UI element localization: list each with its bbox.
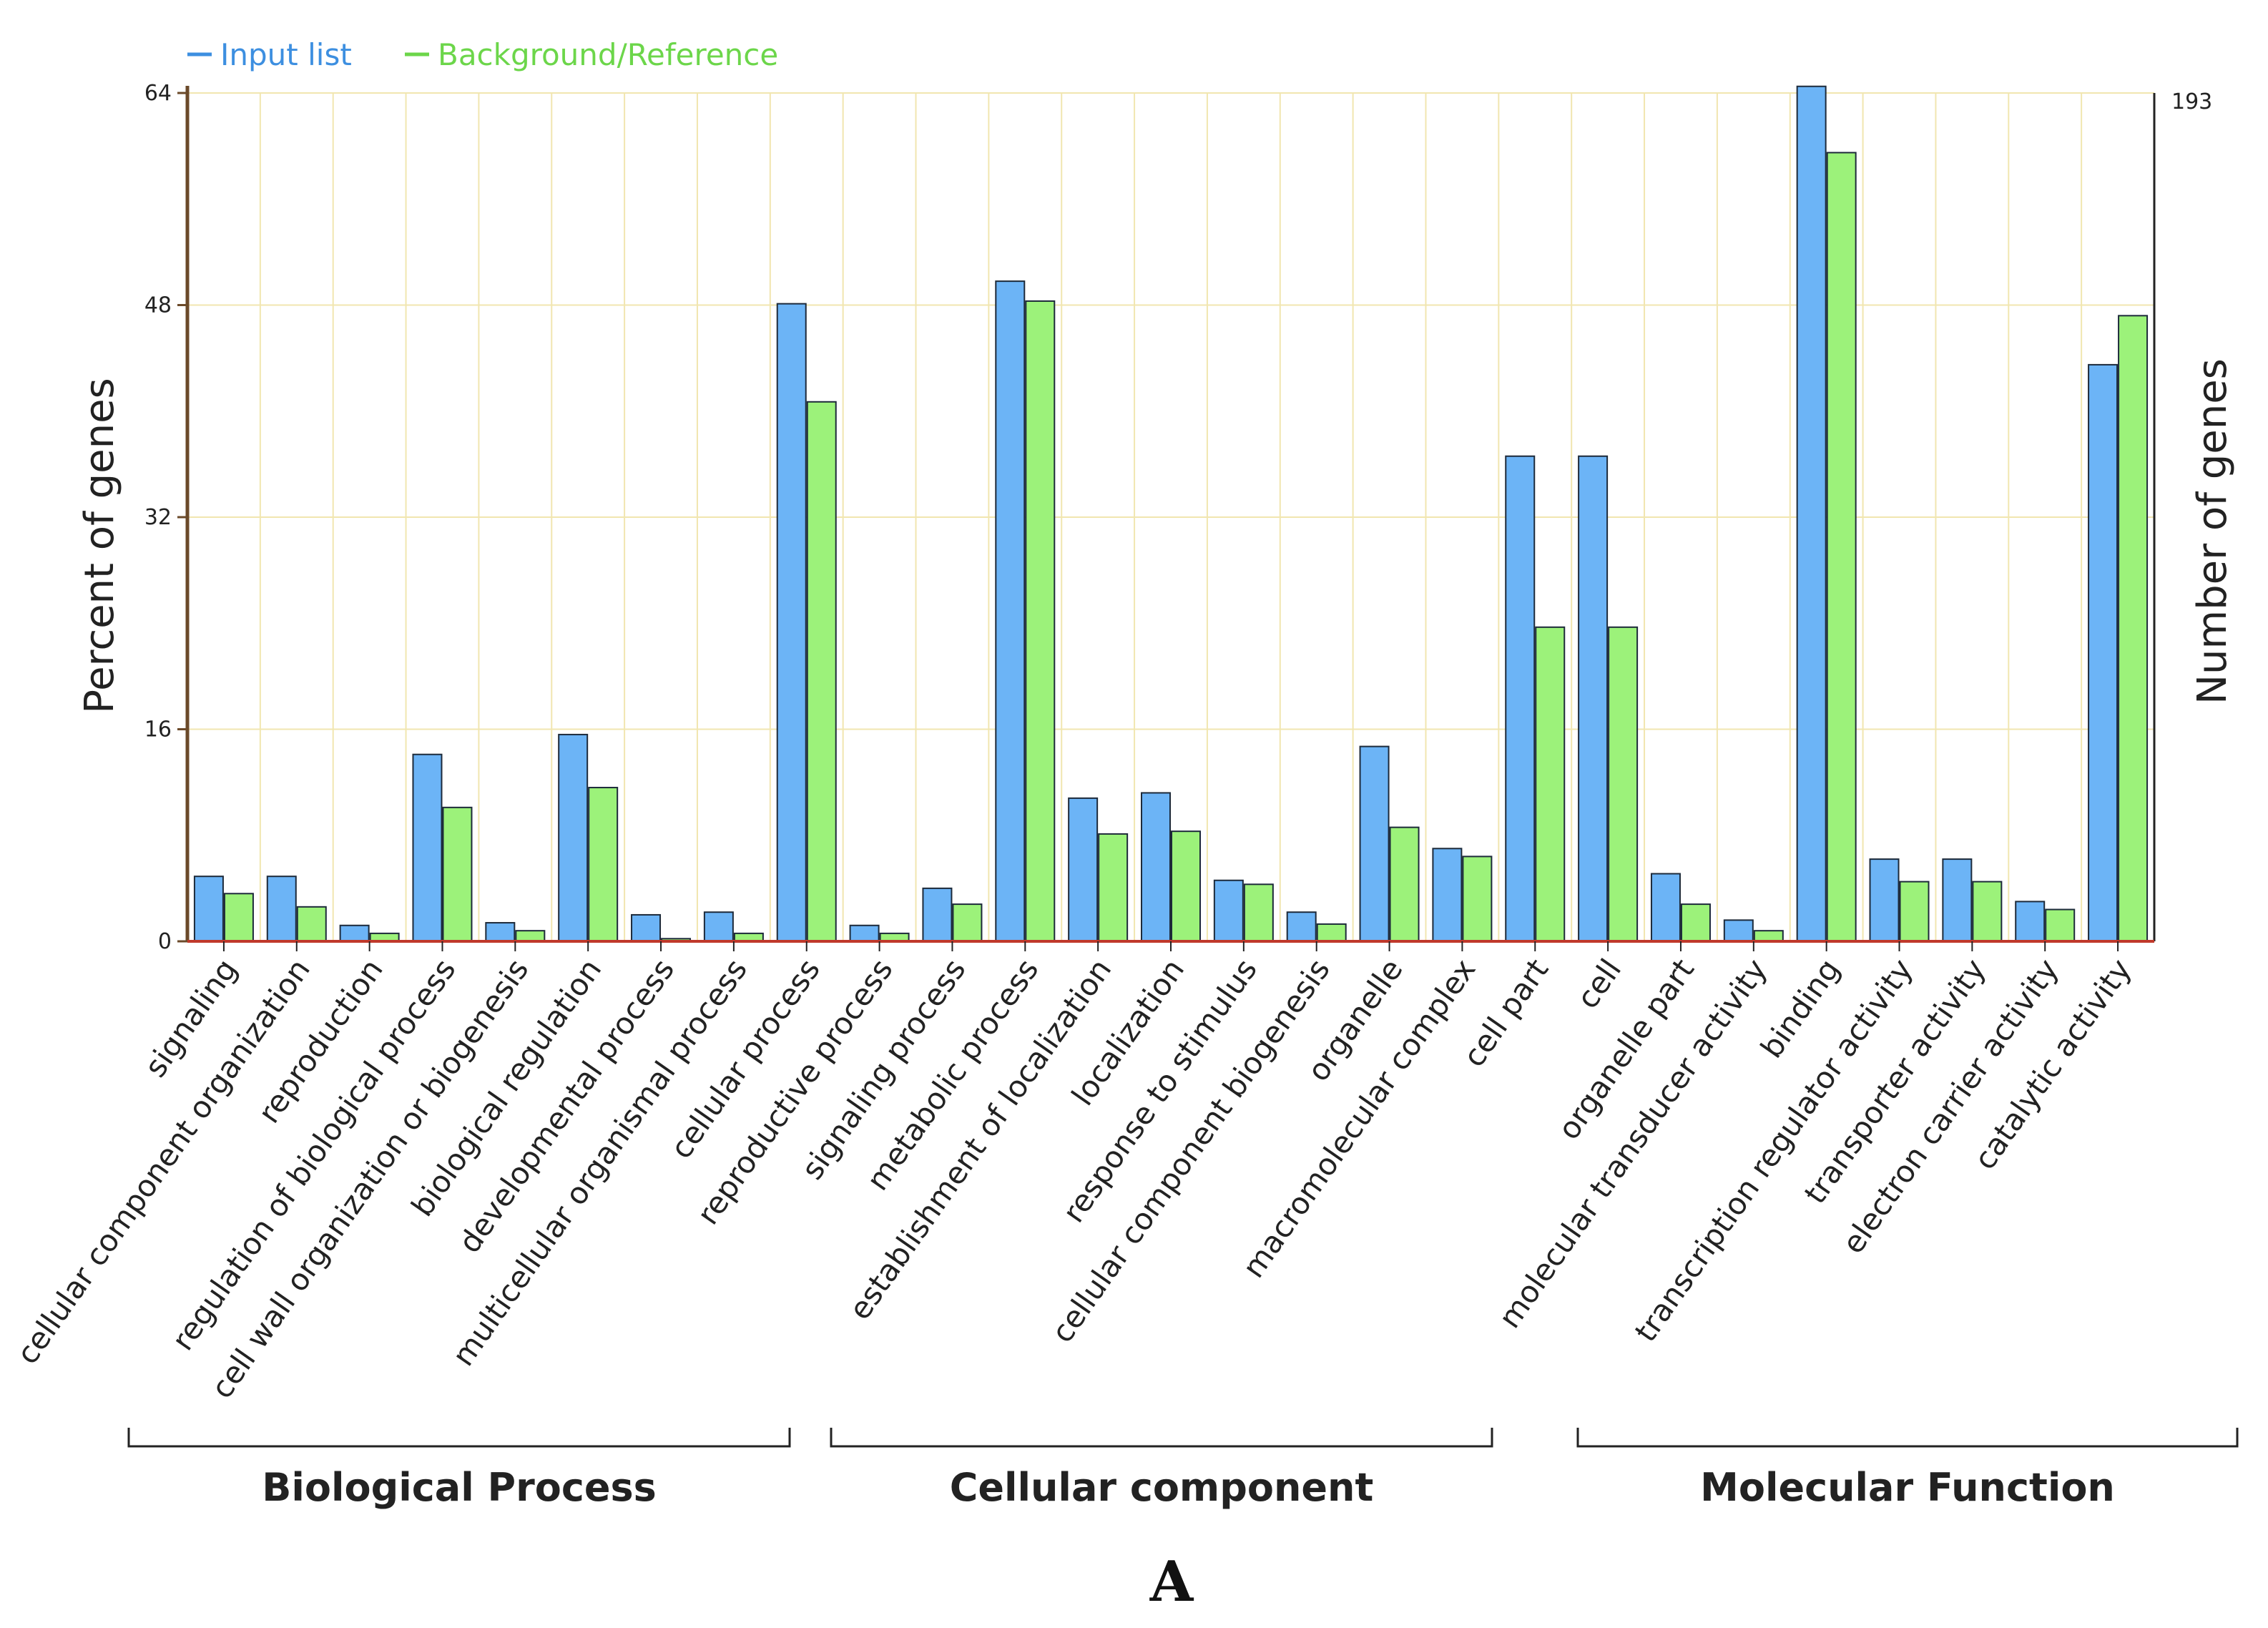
- bar-reference-0: [223, 893, 254, 942]
- bar-reference-17: [1462, 855, 1493, 943]
- y-tick-label: 48: [144, 293, 172, 318]
- y-axis-title: Percent of genes: [77, 378, 123, 713]
- legend-label-1: Background/Reference: [438, 37, 778, 72]
- bar-input-16: [1359, 745, 1390, 942]
- y2-top-label: 193: [2171, 89, 2212, 114]
- bar-input-17: [1432, 848, 1463, 942]
- bar-reference-23: [1899, 881, 1930, 942]
- bar-reference-5: [588, 787, 619, 942]
- bar-input-8: [776, 303, 807, 943]
- bar-input-14: [1213, 879, 1244, 942]
- category-label-19: cell: [1570, 953, 1629, 1015]
- bar-reference-22: [1826, 152, 1857, 942]
- bar-input-1: [266, 876, 297, 943]
- bar-input-11: [995, 280, 1026, 942]
- bar-input-20: [1650, 873, 1681, 942]
- y-tick-label: 0: [158, 929, 172, 954]
- bar-reference-14: [1243, 883, 1274, 943]
- bar-reference-4: [515, 930, 546, 943]
- bar-input-22: [1796, 85, 1827, 942]
- bar-input-19: [1578, 455, 1609, 942]
- bar-reference-13: [1171, 830, 1201, 943]
- legend-label-0: Input list: [220, 37, 352, 72]
- bar-reference-20: [1680, 903, 1711, 943]
- bars-layer: [193, 85, 2149, 943]
- bar-input-10: [922, 887, 953, 942]
- group-bracket-0: [127, 1428, 791, 1448]
- bar-input-0: [193, 876, 224, 943]
- bar-input-7: [703, 911, 734, 942]
- y-tick-label: 32: [144, 505, 172, 530]
- bar-reference-1: [296, 906, 327, 942]
- bar-reference-26: [2118, 315, 2149, 942]
- legend: Input list Background/Reference: [187, 37, 778, 72]
- bar-input-6: [631, 913, 662, 942]
- y-tick-label: 16: [144, 717, 172, 742]
- bar-input-25: [2015, 901, 2046, 942]
- group-label-0: Biological Process: [262, 1465, 657, 1510]
- bar-reference-19: [1608, 626, 1639, 942]
- bar-reference-12: [1098, 833, 1129, 942]
- bar-input-24: [1942, 858, 1973, 942]
- bar-reference-18: [1535, 626, 1566, 942]
- bar-input-3: [412, 753, 443, 942]
- bar-input-21: [1723, 919, 1754, 942]
- bar-input-9: [849, 924, 880, 942]
- group-bracket-2: [1576, 1428, 2239, 1448]
- bar-reference-16: [1389, 826, 1420, 942]
- bar-reference-24: [1972, 881, 2003, 942]
- bar-input-26: [2088, 363, 2119, 942]
- bar-reference-10: [952, 903, 983, 943]
- bar-input-13: [1141, 792, 1171, 942]
- bar-input-15: [1286, 911, 1317, 942]
- panel-label: A: [1149, 1549, 1194, 1614]
- bar-input-18: [1505, 455, 1536, 942]
- group-brackets: Biological Process Cellular component Mole…: [127, 1428, 2239, 1614]
- bar-input-5: [558, 733, 589, 942]
- bar-reference-15: [1316, 923, 1347, 943]
- bar-input-12: [1068, 797, 1099, 943]
- bar-reference-25: [2045, 908, 2076, 943]
- bar-reference-11: [1025, 300, 1056, 942]
- y2-axis-title: Number of genes: [2189, 358, 2236, 705]
- bar-input-23: [1869, 858, 1900, 942]
- group-label-1: Cellular component: [950, 1465, 1374, 1510]
- bar-reference-3: [442, 806, 473, 942]
- group-label-2: Molecular Function: [1700, 1465, 2115, 1510]
- bar-reference-8: [806, 401, 837, 942]
- bar-input-4: [485, 922, 516, 943]
- bar-reference-21: [1753, 930, 1784, 943]
- group-bracket-1: [830, 1428, 1493, 1448]
- bar-input-2: [339, 924, 370, 942]
- y-tick-label: 64: [144, 81, 172, 106]
